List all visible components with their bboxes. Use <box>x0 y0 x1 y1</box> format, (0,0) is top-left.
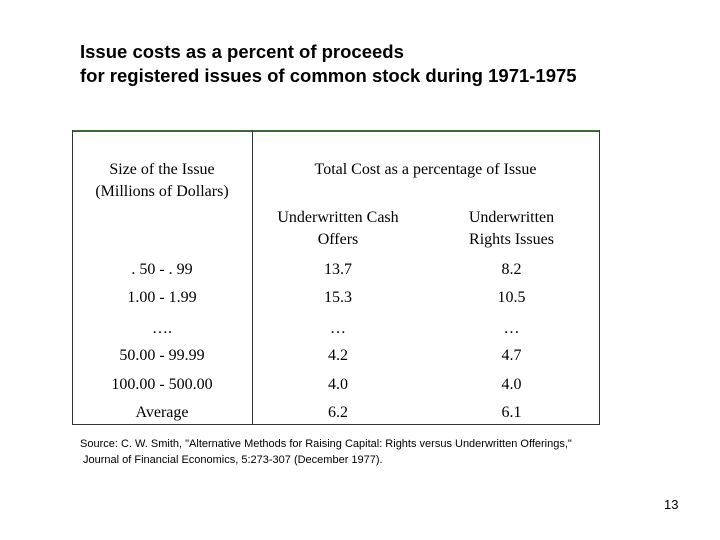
table-bottom-border <box>72 424 600 425</box>
row-rights-cell: 10.5 <box>497 289 526 306</box>
row-size-cell: 50.00 - 99.99 <box>119 347 205 364</box>
row-cash-cell: 4.0 <box>328 376 348 393</box>
source-citation: Source: C. W. Smith, "Alternative Method… <box>80 436 572 468</box>
source-line-2: Journal of Financial Economics, 5:273-30… <box>83 454 383 466</box>
issue-cost-table: Size of the Issue (Millions of Dollars) … <box>72 130 600 425</box>
rights-header-line-2: Rights Issues <box>469 231 554 248</box>
row-rights-cell: 8.2 <box>501 261 522 278</box>
row-size-cell: Average <box>135 404 189 421</box>
row-cash-cell: 6.2 <box>328 404 348 421</box>
cash-offers-header: Underwritten Cash Offers <box>252 207 424 251</box>
row-rights-cell: 4.0 <box>501 376 522 393</box>
size-column-header: Size of the Issue (Millions of Dollars) <box>72 159 252 203</box>
row-cash-cell: 4.2 <box>328 347 348 364</box>
row-size-cell: . 50 - . 99 <box>131 261 193 278</box>
row-size-cell: …. <box>152 320 172 337</box>
size-header-line-1: Size of the Issue <box>109 161 215 178</box>
row-rights-cell: 4.7 <box>501 347 522 364</box>
slide-title: Issue costs as a percent of proceeds for… <box>80 40 577 88</box>
row-rights-cell: … <box>503 320 520 337</box>
table-right-border <box>599 130 600 425</box>
row-cash-cell: 13.7 <box>324 261 352 278</box>
rights-header-line-1: Underwritten <box>468 209 555 226</box>
cash-header-line-2: Offers <box>317 231 359 248</box>
page-number: 13 <box>664 497 679 512</box>
table-column-divider <box>252 130 253 425</box>
table-left-border <box>72 130 73 425</box>
size-header-line-2: (Millions of Dollars) <box>95 183 229 200</box>
row-rights-cell: 6.1 <box>501 404 522 421</box>
total-cost-header: Total Cost as a percentage of Issue <box>314 161 537 178</box>
source-line-1: Source: C. W. Smith, "Alternative Method… <box>80 438 572 450</box>
row-cash-cell: 15.3 <box>324 289 352 306</box>
rights-issues-header: Underwritten Rights Issues <box>424 207 599 251</box>
row-size-cell: 100.00 - 500.00 <box>111 376 213 393</box>
title-line-2: for registered issues of common stock du… <box>80 65 577 86</box>
row-size-cell: 1.00 - 1.99 <box>127 289 197 306</box>
table-top-border <box>72 130 600 132</box>
cash-header-line-1: Underwritten Cash <box>277 209 399 226</box>
title-line-1: Issue costs as a percent of proceeds <box>80 41 404 62</box>
row-cash-cell: … <box>330 320 346 337</box>
